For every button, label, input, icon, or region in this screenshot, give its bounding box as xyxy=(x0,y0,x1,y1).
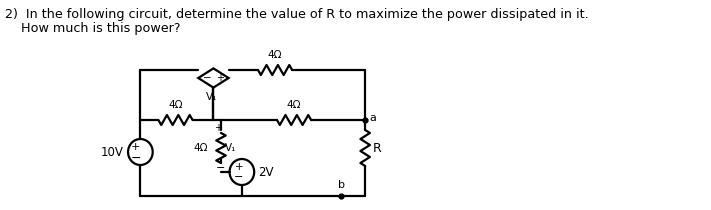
Text: 10V: 10V xyxy=(100,146,123,159)
Text: 4Ω: 4Ω xyxy=(169,100,183,110)
Text: −: − xyxy=(203,73,211,83)
Text: b: b xyxy=(338,180,345,190)
Text: +: + xyxy=(235,162,243,172)
Text: a: a xyxy=(369,113,376,123)
Text: 4Ω: 4Ω xyxy=(287,100,301,110)
Text: 4Ω: 4Ω xyxy=(193,143,208,153)
Text: V₁: V₁ xyxy=(225,143,236,153)
Text: How much is this power?: How much is this power? xyxy=(5,22,181,35)
Text: +: + xyxy=(216,73,224,83)
Text: 2V: 2V xyxy=(258,165,274,178)
Text: 4Ω: 4Ω xyxy=(268,50,282,60)
Text: −: − xyxy=(235,172,244,182)
Text: +: + xyxy=(214,123,222,133)
Text: 2)  In the following circuit, determine the value of R to maximize the power dis: 2) In the following circuit, determine t… xyxy=(5,8,589,21)
Text: R: R xyxy=(373,142,382,155)
Text: −: − xyxy=(216,163,225,173)
Text: V₁: V₁ xyxy=(205,92,217,102)
Text: −: − xyxy=(130,151,141,164)
Text: +: + xyxy=(131,142,140,152)
